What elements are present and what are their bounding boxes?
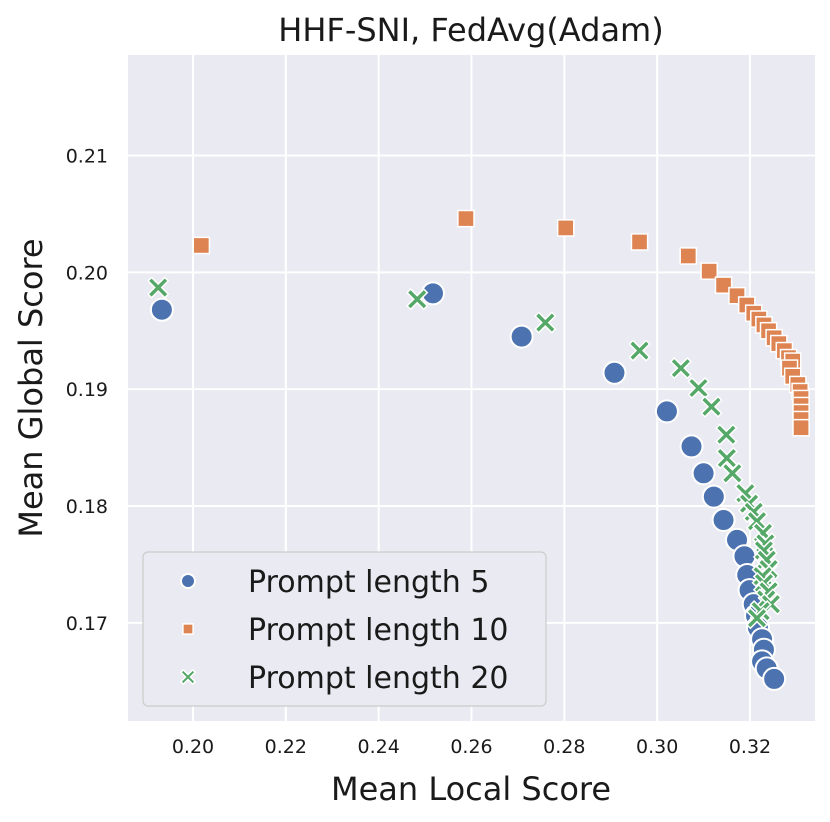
data-point <box>711 508 736 533</box>
data-point <box>701 484 726 509</box>
data-point <box>700 262 718 280</box>
data-point <box>534 311 557 334</box>
x-tick-label: 0.20 <box>172 736 214 758</box>
data-point <box>715 423 738 446</box>
y-tick-labels: 0.17 0.18 0.19 0.20 0.21 <box>66 145 108 634</box>
data-point <box>762 666 787 691</box>
chart-title: HHF-SNI, FedAvg(Adam) <box>278 11 663 49</box>
x-tick-label: 0.28 <box>543 736 585 758</box>
legend-marker <box>180 573 196 589</box>
y-tick-label: 0.21 <box>66 145 108 167</box>
legend-marker <box>182 623 194 635</box>
data-point <box>509 324 534 349</box>
data-point <box>721 462 744 485</box>
x-tick-label: 0.24 <box>358 736 400 758</box>
data-point <box>687 376 710 400</box>
data-point <box>654 399 679 424</box>
x-tick-labels: 0.20 0.22 0.24 0.26 0.28 0.30 0.32 <box>172 736 771 758</box>
data-point <box>602 360 627 385</box>
y-tick-label: 0.20 <box>66 262 108 284</box>
legend-label: Prompt length 20 <box>248 661 509 696</box>
x-tick-label: 0.30 <box>636 736 678 758</box>
data-point <box>792 418 810 437</box>
legend: Prompt length 5 Prompt length 10 Prompt le… <box>142 551 547 707</box>
data-point <box>691 461 716 486</box>
data-point <box>149 297 174 322</box>
data-point <box>700 395 723 418</box>
data-point <box>628 339 651 362</box>
y-tick-label: 0.18 <box>66 496 108 518</box>
data-points <box>147 209 810 691</box>
data-point <box>669 356 692 380</box>
data-point <box>406 288 429 311</box>
legend-label: Prompt length 10 <box>248 613 509 648</box>
y-axis-label: Mean Global Score <box>12 238 50 537</box>
data-point <box>679 434 704 459</box>
legend-label: Prompt length 5 <box>248 565 489 600</box>
data-point <box>679 247 698 265</box>
data-point <box>457 209 475 228</box>
x-tick-label: 0.26 <box>450 736 492 758</box>
data-point <box>192 236 211 255</box>
data-point <box>630 233 649 251</box>
x-tick-label: 0.32 <box>729 736 771 758</box>
y-tick-label: 0.17 <box>66 613 108 635</box>
y-tick-label: 0.19 <box>66 379 108 401</box>
data-point <box>147 276 170 299</box>
x-tick-label: 0.22 <box>265 736 307 758</box>
x-axis-label: Mean Local Score <box>331 770 611 808</box>
legend-marker <box>179 668 197 686</box>
legend-box <box>142 551 547 707</box>
data-point <box>745 607 769 630</box>
data-point <box>556 219 575 237</box>
data-point <box>714 276 733 295</box>
